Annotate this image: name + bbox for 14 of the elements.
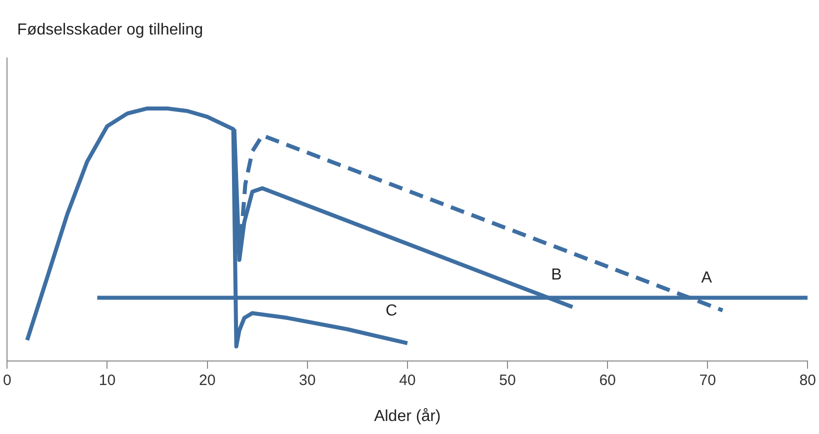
x-tick-label: 60 <box>599 372 616 389</box>
x-tick-label: 10 <box>98 372 116 389</box>
x-tick-label: 20 <box>198 372 216 389</box>
series-label: B <box>551 266 562 284</box>
series-label: A <box>701 270 712 287</box>
x-axis-title: Alder (år) <box>374 408 441 425</box>
y-axis-title: Fødselsskader og tilheling <box>17 21 204 38</box>
x-tick-label: 70 <box>699 372 716 389</box>
x-tick-label: 50 <box>499 372 516 389</box>
x-tick-label: 80 <box>799 372 816 389</box>
x-tick-label: 30 <box>299 372 316 389</box>
x-tick-label: 40 <box>399 372 416 389</box>
series-label: C <box>386 302 398 320</box>
x-tick-label: 0 <box>3 372 12 389</box>
